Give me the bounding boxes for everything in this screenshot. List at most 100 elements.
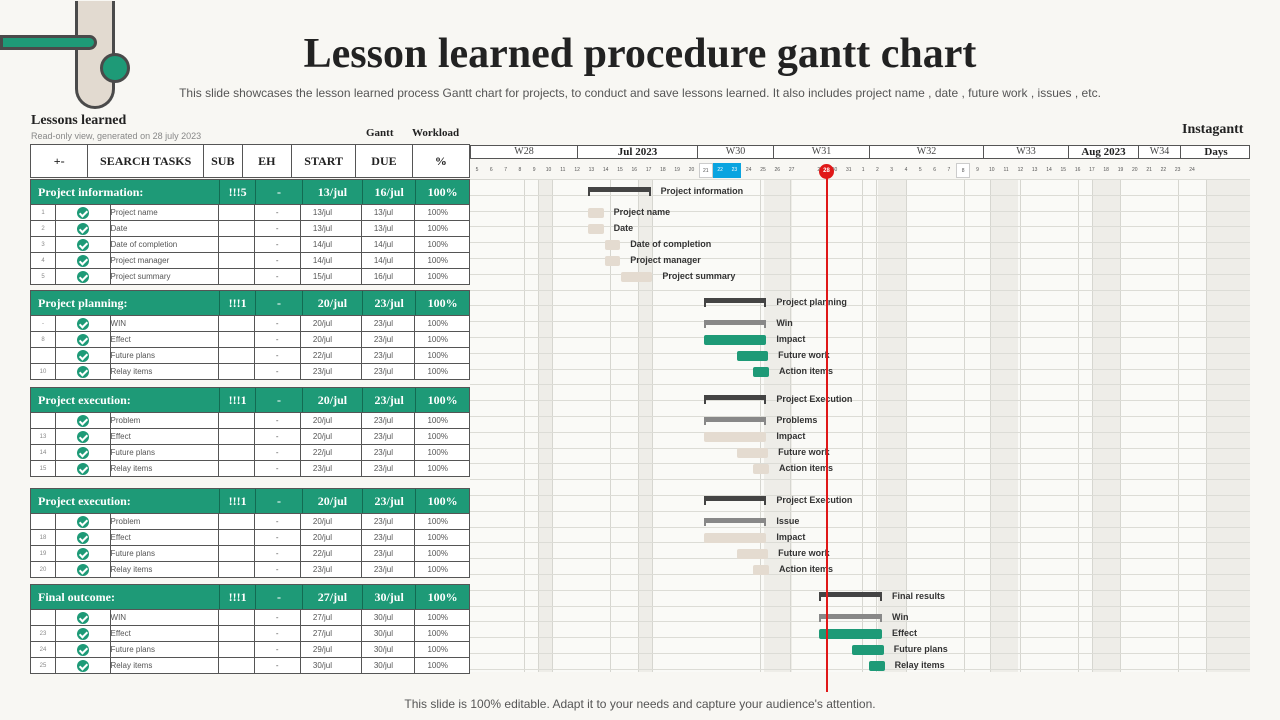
- table-row[interactable]: 8 Effect -20/jul 23/jul 100%: [30, 332, 470, 348]
- table-row[interactable]: 5 Project summary -15/jul 16/jul 100%: [30, 269, 470, 285]
- summary-bar[interactable]: [588, 187, 651, 196]
- task-bar[interactable]: [604, 256, 621, 266]
- table-row[interactable]: Future plans -22/jul 23/jul 100%: [30, 348, 470, 364]
- check-circle-icon[interactable]: [76, 365, 89, 378]
- table-row[interactable]: 3 Date of completion -14/jul 14/jul 100%: [30, 237, 470, 253]
- group-name[interactable]: Project information:: [31, 180, 220, 204]
- summary-bar[interactable]: [703, 496, 767, 505]
- check-circle-icon[interactable]: [76, 547, 89, 560]
- check-circle-icon[interactable]: [76, 349, 89, 362]
- check-cell[interactable]: [56, 546, 111, 561]
- task-bar[interactable]: [819, 629, 883, 639]
- task-name[interactable]: Problem: [82, 514, 219, 529]
- check-cell[interactable]: [56, 413, 111, 428]
- table-row[interactable]: 10 Relay items -23/jul 23/jul 100%: [30, 364, 470, 380]
- table-row[interactable]: 14 Future plans -22/jul 23/jul 100%: [30, 445, 470, 461]
- check-circle-icon[interactable]: [76, 430, 89, 443]
- table-row[interactable]: 2 Date -13/jul 13/jul 100%: [30, 221, 470, 237]
- check-cell[interactable]: [56, 269, 111, 284]
- table-row[interactable]: 4 Project manager -14/jul 14/jul 100%: [30, 253, 470, 269]
- workload-label[interactable]: Workload: [412, 127, 460, 139]
- check-cell[interactable]: [56, 253, 111, 268]
- check-cell[interactable]: [56, 626, 111, 641]
- task-name[interactable]: Project summary: [82, 269, 219, 284]
- group-name[interactable]: Project execution:: [31, 489, 220, 513]
- task-name[interactable]: Future plans: [82, 546, 219, 561]
- check-cell[interactable]: [56, 461, 111, 476]
- check-circle-icon[interactable]: [76, 206, 89, 219]
- check-circle-icon[interactable]: [76, 414, 89, 427]
- task-name[interactable]: Project manager: [82, 253, 219, 268]
- task-name[interactable]: WIN: [82, 610, 219, 625]
- check-circle-icon[interactable]: [76, 446, 89, 459]
- check-circle-icon[interactable]: [76, 333, 89, 346]
- check-cell[interactable]: [56, 514, 111, 529]
- group-row[interactable]: Project execution: !!!1-20/jul 23/jul 100%: [30, 488, 470, 514]
- check-circle-icon[interactable]: [76, 643, 89, 656]
- task-bar[interactable]: [703, 533, 767, 543]
- task-name[interactable]: Effect: [82, 530, 219, 545]
- task-bar[interactable]: [588, 224, 604, 234]
- task-name[interactable]: Effect: [82, 626, 219, 641]
- task-bar[interactable]: [703, 335, 767, 345]
- check-circle-icon[interactable]: [76, 627, 89, 640]
- gantt-label[interactable]: Gantt: [366, 127, 394, 139]
- group-row[interactable]: Project planning: !!!1-20/jul 23/jul 100%: [30, 290, 470, 316]
- task-bar[interactable]: [703, 518, 767, 526]
- task-name[interactable]: Effect: [82, 429, 219, 444]
- check-circle-icon[interactable]: [76, 254, 89, 267]
- check-circle-icon[interactable]: [76, 222, 89, 235]
- table-row[interactable]: WIN -27/jul 30/jul 100%: [30, 610, 470, 626]
- group-name[interactable]: Project planning:: [31, 291, 220, 315]
- group-row[interactable]: Project execution: !!!1-20/jul 23/jul 100%: [30, 387, 470, 413]
- summary-bar[interactable]: [703, 298, 767, 307]
- group-name[interactable]: Final outcome:: [31, 585, 220, 609]
- summary-bar[interactable]: [819, 592, 883, 601]
- check-cell[interactable]: [56, 562, 111, 577]
- task-bar[interactable]: [753, 367, 769, 377]
- task-name[interactable]: Future plans: [82, 348, 219, 363]
- check-circle-icon[interactable]: [76, 462, 89, 475]
- table-row[interactable]: 24 Future plans -29/jul 30/jul 100%: [30, 642, 470, 658]
- check-cell[interactable]: [56, 445, 111, 460]
- check-cell[interactable]: [56, 237, 111, 252]
- table-row[interactable]: 15 Relay items -23/jul 23/jul 100%: [30, 461, 470, 477]
- check-circle-icon[interactable]: [76, 270, 89, 283]
- check-cell[interactable]: [56, 221, 111, 236]
- check-circle-icon[interactable]: [76, 563, 89, 576]
- table-row[interactable]: 23 Effect -27/jul 30/jul 100%: [30, 626, 470, 642]
- table-row[interactable]: 20 Relay items -23/jul 23/jul 100%: [30, 562, 470, 578]
- task-bar[interactable]: [753, 565, 769, 575]
- check-cell[interactable]: [56, 530, 111, 545]
- task-name[interactable]: Relay items: [82, 461, 219, 476]
- check-cell[interactable]: [56, 364, 111, 379]
- check-circle-icon[interactable]: [76, 531, 89, 544]
- group-row[interactable]: Project information: !!!5-13/jul 16/jul 100…: [30, 179, 470, 205]
- check-circle-icon[interactable]: [76, 515, 89, 528]
- check-cell[interactable]: [56, 316, 111, 331]
- task-bar[interactable]: [703, 432, 767, 442]
- task-bar[interactable]: [753, 464, 769, 474]
- task-name[interactable]: Future plans: [82, 642, 219, 657]
- task-bar[interactable]: [588, 208, 604, 218]
- check-cell[interactable]: [56, 332, 111, 347]
- check-cell[interactable]: [56, 658, 111, 673]
- task-bar[interactable]: [604, 240, 621, 250]
- task-name[interactable]: Relay items: [82, 658, 219, 673]
- table-row[interactable]: Problem -20/jul 23/jul 100%: [30, 514, 470, 530]
- task-name[interactable]: Date of completion: [82, 237, 219, 252]
- summary-bar[interactable]: [703, 395, 767, 404]
- table-row[interactable]: 25 Relay items -30/jul 30/jul 100%: [30, 658, 470, 674]
- group-name[interactable]: Project execution:: [31, 388, 220, 412]
- check-cell[interactable]: [56, 205, 111, 220]
- task-name[interactable]: WIN: [82, 316, 219, 331]
- task-name[interactable]: Problem: [82, 413, 219, 428]
- task-bar[interactable]: [703, 320, 767, 328]
- check-cell[interactable]: [56, 348, 111, 363]
- toggle-all-button[interactable]: +-: [31, 145, 89, 177]
- table-row[interactable]: 18 Effect -20/jul 23/jul 100%: [30, 530, 470, 546]
- group-row[interactable]: Final outcome: !!!1-27/jul 30/jul 100%: [30, 584, 470, 610]
- check-circle-icon[interactable]: [76, 659, 89, 672]
- check-cell[interactable]: [56, 429, 111, 444]
- task-bar[interactable]: [819, 614, 883, 622]
